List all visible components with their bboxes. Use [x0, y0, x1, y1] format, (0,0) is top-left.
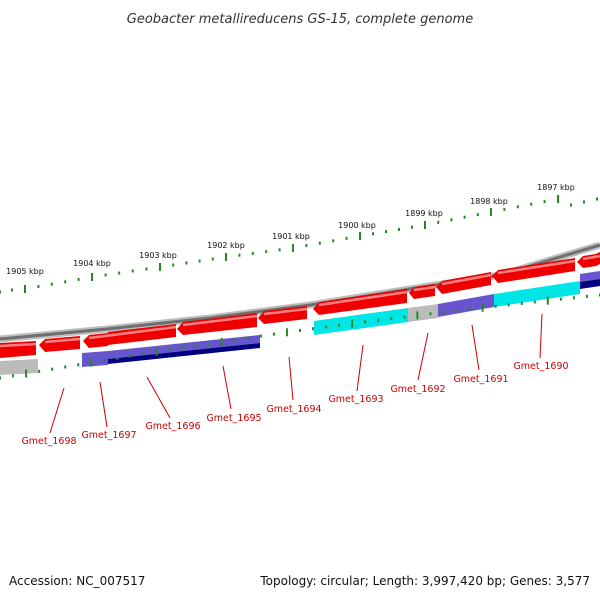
- accession-text: Accession: NC_007517: [9, 574, 146, 588]
- kbp-label: 1903 kbp: [139, 251, 177, 260]
- gene-label[interactable]: Gmet_1690: [513, 361, 568, 372]
- cds-bar-cyan-gmet-1693[interactable]: [314, 308, 408, 335]
- kbp-label: 1902 kbp: [207, 241, 245, 250]
- gene-label-layer: Gmet_1698 Gmet_1697 Gmet_1696 Gmet_1695 Gmet…: [21, 313, 569, 447]
- cds-bar-blue-right[interactable]: [580, 271, 600, 282]
- map-title: Geobacter metallireducens GS-15, complet…: [127, 12, 473, 27]
- kbp-label: 1904 kbp: [73, 259, 111, 268]
- gene-leader-line: [417, 332, 429, 381]
- gene-leader-line: [539, 313, 543, 359]
- inner-tick-ring: [0, 293, 600, 380]
- kbp-label: 1897 kbp: [537, 183, 575, 192]
- gene-leader-line: [146, 376, 171, 419]
- kbp-scale-labels: 1905 kbp 1904 kbp 1903 kbp 1902 kbp 1901 kbp…: [6, 183, 575, 276]
- gene-leader-line: [99, 381, 108, 428]
- forward-gene-sheen: [0, 254, 600, 348]
- gene-label[interactable]: Gmet_1698: [21, 436, 76, 447]
- gene-label[interactable]: Gmet_1697: [81, 430, 136, 441]
- gene-label[interactable]: Gmet_1691: [453, 374, 508, 385]
- gene-label[interactable]: Gmet_1692: [390, 384, 445, 395]
- gene-label[interactable]: Gmet_1695: [206, 413, 261, 424]
- forward-strand-genes: [0, 252, 600, 358]
- cds-bar-blue-gmet-1691[interactable]: [438, 294, 494, 317]
- gene-label[interactable]: Gmet_1696: [145, 421, 200, 432]
- gene-leader-line: [222, 365, 232, 410]
- cds-feature-track: [0, 271, 600, 375]
- cds-bar-gray-gmet-1692[interactable]: [408, 304, 438, 322]
- cds-bar-navy-gmet-1696[interactable]: [108, 343, 260, 364]
- kbp-label: 1905 kbp: [6, 267, 44, 276]
- outer-kbp-tick-ring: [0, 195, 598, 294]
- cds-bar-gray-left[interactable]: [0, 359, 38, 375]
- kbp-label: 1901 kbp: [272, 232, 310, 241]
- topology-summary-text: Topology: circular; Length: 3,997,420 bp…: [260, 574, 590, 588]
- gene-leader-line: [471, 324, 480, 371]
- kbp-label: 1900 kbp: [338, 221, 376, 230]
- kbp-label: 1899 kbp: [405, 209, 443, 218]
- gene-label[interactable]: Gmet_1694: [266, 404, 321, 415]
- cds-bar-navy-right[interactable]: [580, 279, 600, 289]
- gene-leader-line: [288, 356, 294, 401]
- cds-bar-blue-left[interactable]: [82, 351, 108, 367]
- gene-label[interactable]: Gmet_1693: [328, 394, 383, 405]
- gene-arrow-gmet-1688[interactable]: [596, 252, 600, 266]
- gene-leader-line: [356, 344, 364, 392]
- cds-bar-cyan-gmet-1690[interactable]: [494, 281, 580, 307]
- gene-leader-line: [49, 387, 65, 434]
- kbp-label: 1898 kbp: [470, 197, 508, 206]
